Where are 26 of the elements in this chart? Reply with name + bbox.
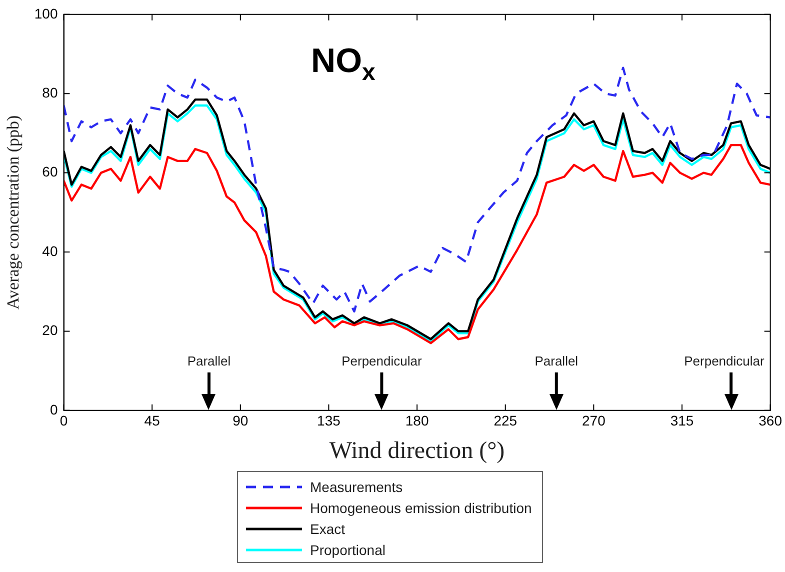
x-tick-label: 0 (60, 412, 68, 429)
text: NO$_{x}$ (311, 42, 376, 88)
x-tick-label: 225 (494, 412, 518, 429)
legend-label: Homogeneous emission distribution (310, 500, 532, 516)
x-tick-label: 270 (582, 412, 606, 429)
y-tick-label: 100 (34, 5, 58, 22)
legend-label: Measurements (310, 478, 403, 494)
y-tick-label: 60 (42, 164, 58, 180)
legend-label: Exact (310, 520, 346, 536)
x-tick-label: 180 (405, 412, 429, 429)
x-tick-label: 135 (317, 412, 341, 429)
ref-line-label: Perpendicular (342, 353, 422, 368)
x-tick-label: 90 (232, 412, 248, 429)
x-tick-label: 45 (144, 412, 160, 429)
y-tick-label: 80 (42, 84, 58, 100)
y-tick-label: 0 (50, 401, 58, 418)
ref-line-label: Parallel (534, 353, 578, 368)
y-tick-label: 20 (42, 322, 58, 338)
x-tick-label: 360 (758, 412, 782, 429)
y-tick-label: 40 (42, 242, 58, 259)
y-axis-title: Average concentration (ppb) (4, 115, 23, 310)
x-tick-label: 315 (670, 412, 694, 429)
x-axis-title: Wind direction (°) (329, 438, 505, 464)
legend-label: Proportional (310, 542, 386, 558)
ref-line-label: Parallel (187, 353, 231, 368)
ref-line-label: Perpendicular (684, 353, 765, 368)
